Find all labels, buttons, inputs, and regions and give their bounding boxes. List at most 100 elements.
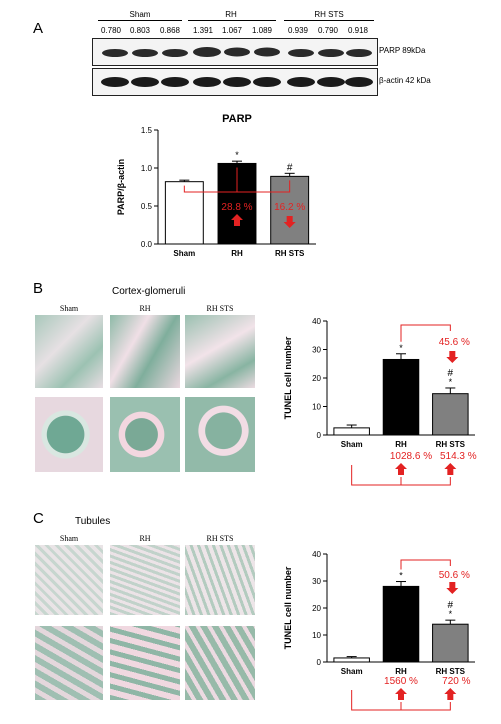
- significance-mark: #: [448, 368, 454, 379]
- significance-mark: #: [287, 162, 293, 173]
- blot-value: 0.868: [159, 26, 181, 35]
- arrow-up-icon: [395, 688, 407, 700]
- panel-b-title: Cortex-glomeruli: [112, 286, 186, 297]
- y-tick-label: 0.0: [141, 240, 153, 249]
- micro-label-rh: RH: [139, 534, 151, 543]
- blot-group-rh-sts-line: [284, 20, 374, 21]
- micrograph-b-rh-low: [110, 315, 180, 388]
- x-tick-label: RH: [231, 249, 243, 258]
- parp-chart: PARP 0.0 0.5 1.0 1.5 PARP/β-actin Sham * RH # RH S…: [116, 113, 316, 258]
- blot-value: 0.918: [347, 26, 369, 35]
- micro-label-rh-sts: RH STS: [206, 534, 234, 543]
- arrow-down-icon: [446, 351, 459, 363]
- comparison-bracket: [400, 559, 451, 570]
- micro-label-rh: RH: [139, 304, 151, 313]
- chart-title: PARP: [222, 113, 252, 125]
- arrow-down-icon: [283, 216, 296, 228]
- percent-annotation: 1560 %: [384, 676, 418, 687]
- arrow-up-icon: [395, 463, 407, 475]
- panel-b-letter: B: [33, 280, 44, 297]
- y-tick-label: 1.5: [141, 126, 153, 135]
- y-tick-label: 40: [312, 550, 321, 559]
- micrograph-c-sham-high: [35, 626, 103, 700]
- y-axis-label: TUNEL cell number: [283, 336, 293, 419]
- bar-rh: [382, 358, 420, 436]
- micrograph-b-rh-high: [110, 397, 180, 472]
- percent-annotation: 16.2 %: [274, 202, 305, 213]
- bar-rh-sts: [432, 623, 469, 663]
- micrograph-b-sham-low: [35, 315, 103, 388]
- micrograph-c-rhsts-high: [185, 626, 255, 700]
- significance-mark: *: [449, 609, 453, 619]
- micrograph-b-rhsts-low: [185, 315, 255, 388]
- y-axis-label: TUNEL cell number: [283, 566, 293, 649]
- y-tick-label: 0: [317, 431, 322, 440]
- micrograph-b-rhsts-high: [185, 397, 255, 472]
- y-tick-label: 0: [317, 658, 322, 667]
- parp-blot-image: [92, 38, 378, 66]
- micrograph-c-rh-high: [110, 626, 180, 700]
- blot-group-rh: RH: [225, 10, 237, 19]
- blot-value: 0.780: [100, 26, 122, 35]
- y-tick-label: 20: [312, 374, 321, 383]
- x-tick-label: RH STS: [436, 440, 466, 449]
- significance-mark: *: [235, 150, 239, 160]
- significance-mark: *: [399, 343, 403, 353]
- blot-value: 1.067: [221, 26, 243, 35]
- y-tick-label: 1.0: [141, 164, 153, 173]
- micrograph-c-rh-low: [110, 545, 180, 615]
- micro-label-sham: Sham: [59, 534, 79, 543]
- blot-value: 0.939: [287, 26, 309, 35]
- arrow-up-icon: [231, 214, 243, 226]
- percent-annotation: 720 %: [442, 676, 470, 687]
- comparison-bracket: [400, 324, 451, 342]
- panel-c-title: Tubules: [75, 516, 111, 527]
- panel-a-letter: A: [33, 20, 44, 37]
- x-tick-label: RH: [395, 440, 407, 449]
- x-tick-label: Sham: [341, 667, 363, 676]
- parp-blot-label: PARP 89kDa: [379, 46, 426, 55]
- blot-group-rh-line: [188, 20, 276, 21]
- blot-group-sham-line: [98, 20, 182, 21]
- percent-annotation: 28.8 %: [221, 202, 252, 213]
- significance-mark: *: [399, 571, 403, 581]
- arrow-up-icon: [444, 463, 457, 475]
- micrograph-b-sham-high: [35, 397, 103, 472]
- percent-annotation: 1028.6 %: [390, 451, 432, 462]
- bar-rh-sts: [432, 393, 469, 436]
- micrograph-c-sham-low: [35, 545, 103, 615]
- x-tick-label: RH STS: [436, 667, 466, 676]
- significance-mark: *: [449, 377, 453, 387]
- blot-value: 1.391: [192, 26, 214, 35]
- actin-blot-label: β-actin 42 kDa: [379, 76, 431, 85]
- y-tick-label: 20: [312, 604, 321, 613]
- y-tick-label: 10: [312, 631, 321, 640]
- y-axis-label: PARP/β-actin: [116, 159, 126, 215]
- percent-annotation: 50.6 %: [439, 570, 470, 581]
- y-tick-label: 30: [312, 577, 321, 586]
- y-tick-label: 40: [312, 317, 321, 326]
- y-tick-label: 10: [312, 403, 321, 412]
- y-tick-label: 30: [312, 346, 321, 355]
- blot-value: 0.790: [317, 26, 339, 35]
- bar-rh: [382, 585, 420, 663]
- panel-c-letter: C: [33, 510, 44, 527]
- arrow-up-icon: [444, 688, 457, 700]
- blot-group-rh-sts: RH STS: [314, 10, 344, 19]
- x-tick-label: RH STS: [275, 249, 305, 258]
- arrow-down-icon: [446, 582, 459, 594]
- blot-group-sham: Sham: [129, 10, 151, 19]
- micrograph-c-rhsts-low: [185, 545, 255, 615]
- percent-annotation: 45.6 %: [439, 337, 470, 348]
- x-tick-label: Sham: [341, 440, 363, 449]
- x-tick-label: Sham: [173, 249, 195, 258]
- percent-annotation: 514.3 %: [440, 451, 477, 462]
- y-tick-label: 0.5: [141, 202, 153, 211]
- micro-label-rh-sts: RH STS: [206, 304, 234, 313]
- x-tick-label: RH: [395, 667, 407, 676]
- blot-value: 1.089: [251, 26, 273, 35]
- micro-label-sham: Sham: [59, 304, 79, 313]
- significance-mark: #: [448, 600, 454, 611]
